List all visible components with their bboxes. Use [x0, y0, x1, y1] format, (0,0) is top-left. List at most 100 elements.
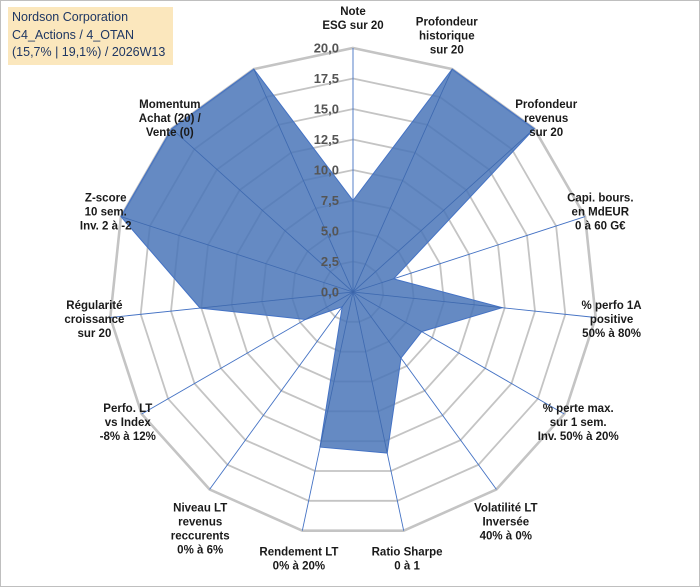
axis-label-line: Régularité — [66, 300, 122, 312]
axis-label-line: Z-score — [85, 193, 127, 205]
title-box: Nordson Corporation C4_Actions / 4_OTAN … — [8, 7, 173, 65]
axis-label-text: Niveau LT revenus reccurents 0% à 6% — [171, 502, 230, 556]
tick-label: 12,5 — [314, 132, 339, 147]
series-spoke-2 — [352, 128, 535, 293]
axis-label-line: vs Index — [105, 417, 152, 429]
axis-label-line: positive — [590, 314, 633, 326]
axis-label-12: Z-score 10 sem. Inv. 2 à -2 — [80, 193, 132, 233]
axis-label-line: Inversée — [482, 516, 529, 528]
series-spoke-14 — [253, 68, 354, 293]
axis-label-line: % perfo 1A — [582, 300, 642, 312]
company-name: Nordson Corporation — [12, 10, 129, 24]
axis-label-10: Perfo. LT vs Index -8% à 12% — [100, 403, 156, 443]
axis-label-7: Ratio Sharpe 0 à 1 — [372, 546, 443, 572]
tick-label: 15,0 — [314, 102, 339, 117]
axis-label-line: 0% à 6% — [177, 544, 223, 556]
axis-label-8: Rendement LT 0% à 20% — [259, 546, 338, 572]
axis-label-line: Achat (20) / — [139, 113, 202, 125]
axis-label-line: 40% à 0% — [480, 530, 532, 542]
tick-label: 7,5 — [321, 193, 339, 208]
axis-label-13: Momentum Achat (20) / Vente (0) — [139, 99, 202, 139]
axis-label-text: Profondeur historique sur 20 — [416, 17, 478, 57]
tick-label: 10,0 — [314, 163, 339, 178]
axis-label-line: Perfo. LT — [103, 403, 152, 415]
axis-label-line: 10 sem. — [85, 207, 127, 219]
tick-labels: 0,0 2,5 5,0 7,5 10,0 12,5 15,0 17,5 20,0 — [314, 41, 339, 300]
series-spoke-1 — [352, 68, 453, 293]
axis-label-1: Profondeur historique sur 20 — [416, 17, 478, 57]
series-area — [120, 68, 536, 454]
tick-label: 5,0 — [321, 224, 339, 239]
series-spoke-9 — [341, 291, 354, 307]
axis-label-line: historique — [419, 31, 475, 43]
series-spoke-8 — [319, 291, 354, 448]
axis-label-text: Profondeur revenus sur 20 — [515, 99, 577, 139]
category-label: C4_Actions / 4_OTAN — [12, 27, 135, 42]
axis-spoke-9 — [209, 291, 354, 490]
axis-label-line: Vente (0) — [146, 127, 194, 139]
axis-label-line: revenus — [524, 113, 568, 125]
axis-label-line: sur 1 sem. — [550, 417, 607, 429]
axis-label-line: en MdEUR — [572, 207, 630, 219]
axis-label-line: 0 à 60 G€ — [575, 221, 626, 233]
series-spoke-10 — [305, 291, 354, 320]
axis-label-line: Profondeur — [515, 99, 577, 111]
axis-label-line: croissance — [64, 314, 124, 326]
axis-label-text: Capi. bours. en MdEUR 0 à 60 G€ — [567, 193, 633, 233]
axis-labels: Note ESG sur 20 Profondeur historique sur 20… — [64, 6, 641, 572]
tick-label: 0,0 — [321, 285, 339, 300]
axis-label-line: reccurents — [171, 530, 230, 542]
axis-label-text: Ratio Sharpe 0 à 1 — [372, 546, 443, 572]
series-spoke-3 — [352, 278, 394, 293]
series-spoke-13 — [171, 128, 354, 293]
axis-label-9: Niveau LT revenus reccurents 0% à 6% — [171, 502, 230, 556]
axis-label-line: Note — [340, 6, 366, 18]
axis-label-4: % perfo 1A positive 50% à 80% — [582, 300, 642, 340]
axis-label-line: % perte max. — [543, 403, 614, 415]
series-polygon — [120, 68, 536, 454]
axis-label-line: Ratio Sharpe — [372, 546, 443, 558]
scores-week-label: (15,7% | 19,1%) / 2026W13 — [12, 45, 166, 59]
axis-label-3: Capi. bours. en MdEUR 0 à 60 G€ — [567, 193, 633, 233]
tick-label: 20,0 — [314, 41, 339, 56]
series-spoke-4 — [352, 291, 503, 308]
axis-label-0: Note ESG sur 20 — [322, 6, 383, 32]
axis-label-line: 0 à 1 — [394, 560, 420, 572]
axis-label-line: Profondeur — [416, 17, 478, 29]
axis-label-text: Volatilité LT Inversée 40% à 0% — [474, 502, 537, 542]
axis-label-line: Capi. bours. — [567, 193, 633, 205]
axis-label-11: Régularité croissance sur 20 — [64, 300, 124, 340]
axis-label-text: Momentum Achat (20) / Vente (0) — [139, 99, 202, 139]
series-spoke-6 — [352, 291, 402, 359]
axis-label-line: Inv. 2 à -2 — [80, 221, 132, 233]
series-spoke-11 — [200, 291, 354, 309]
axis-label-line: -8% à 12% — [100, 431, 156, 443]
axis-label-line: Volatilité LT — [474, 502, 537, 514]
axis-label-6: Volatilité LT Inversée 40% à 0% — [474, 502, 537, 542]
axis-label-line: Niveau LT — [173, 502, 227, 514]
series-spoke-5 — [352, 291, 422, 332]
axis-label-line: sur 20 — [529, 127, 563, 139]
axis-label-text: Perfo. LT vs Index -8% à 12% — [100, 403, 156, 443]
series-spoke-12 — [120, 216, 354, 293]
axis-label-line: 50% à 80% — [582, 328, 641, 340]
axis-label-text: Z-score 10 sem. Inv. 2 à -2 — [80, 193, 132, 233]
axis-label-line: sur 20 — [430, 45, 464, 57]
tick-label: 17,5 — [314, 71, 339, 86]
axis-label-line: ESG sur 20 — [322, 20, 383, 32]
series-spoke-7 — [352, 291, 388, 454]
axis-label-2: Profondeur revenus sur 20 — [515, 99, 577, 139]
axis-label-line: Momentum — [139, 99, 200, 111]
axis-label-text: Note ESG sur 20 — [322, 6, 383, 32]
axis-label-text: Régularité croissance sur 20 — [64, 300, 124, 340]
axis-label-line: revenus — [178, 516, 222, 528]
axis-label-line: 0% à 20% — [273, 560, 325, 572]
axis-label-line: sur 20 — [77, 328, 111, 340]
axis-label-5: % perte max. sur 1 sem. Inv. 50% à 20% — [538, 403, 619, 443]
axis-label-text: % perte max. sur 1 sem. Inv. 50% à 20% — [538, 403, 619, 443]
tick-label: 2,5 — [321, 254, 339, 269]
axis-label-text: Rendement LT 0% à 20% — [259, 546, 338, 572]
axis-label-text: % perfo 1A positive 50% à 80% — [582, 300, 642, 340]
axis-label-line: Inv. 50% à 20% — [538, 431, 619, 443]
